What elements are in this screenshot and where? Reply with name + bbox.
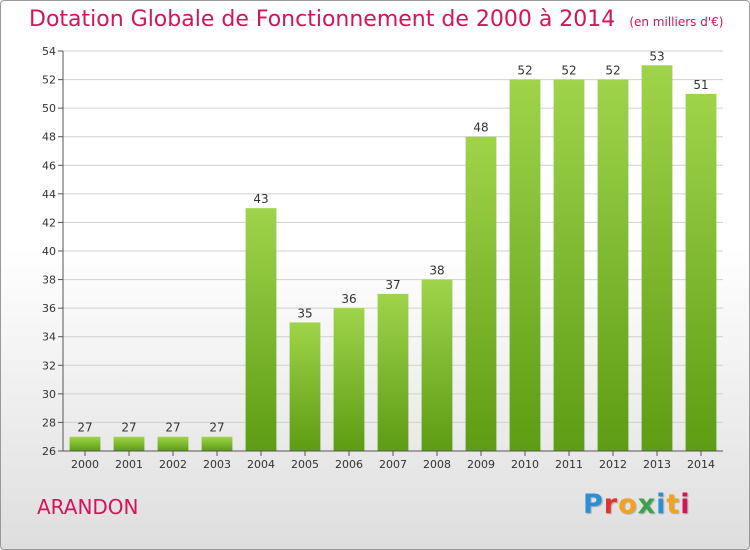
x-tick-label: 2008 bbox=[423, 458, 451, 471]
data-label: 52 bbox=[605, 64, 620, 78]
chart-title: Dotation Globale de Fonctionnement de 20… bbox=[29, 7, 723, 32]
bar bbox=[465, 136, 497, 451]
proxiti-logo: Proxiti bbox=[583, 489, 691, 520]
data-label: 51 bbox=[693, 78, 708, 92]
bar bbox=[509, 79, 541, 452]
x-tick-label: 2001 bbox=[115, 458, 143, 471]
bar bbox=[685, 93, 717, 451]
y-tick-label: 38 bbox=[42, 274, 56, 287]
x-tick-label: 2013 bbox=[643, 458, 671, 471]
unit-label: (en milliers d'€) bbox=[629, 15, 724, 29]
data-label: 52 bbox=[561, 64, 576, 78]
data-label: 27 bbox=[209, 421, 224, 435]
x-tick-label: 2004 bbox=[247, 458, 275, 471]
x-tick-label: 2014 bbox=[687, 458, 715, 471]
commune-name: ARANDON bbox=[37, 495, 139, 519]
y-tick-label: 40 bbox=[42, 245, 56, 258]
y-tick-label: 42 bbox=[42, 216, 56, 229]
x-tick-label: 2002 bbox=[159, 458, 187, 471]
y-tick-label: 50 bbox=[42, 102, 56, 115]
logo-letter: i bbox=[656, 489, 667, 520]
x-tick-label: 2005 bbox=[291, 458, 319, 471]
bar bbox=[113, 436, 145, 451]
x-tick-label: 2011 bbox=[555, 458, 583, 471]
bar bbox=[157, 436, 189, 451]
bar bbox=[201, 436, 233, 451]
data-label: 27 bbox=[77, 421, 92, 435]
bars: 27 27 27 27 43 35 36 37 38 48 52 52 52 53 51 bbox=[69, 49, 717, 452]
y-tick-label: 32 bbox=[42, 359, 56, 372]
logo-letter: i bbox=[680, 489, 691, 520]
data-label: 43 bbox=[253, 192, 268, 206]
y-tick-label: 26 bbox=[42, 445, 56, 458]
logo-letter: x bbox=[637, 489, 657, 520]
bar bbox=[553, 79, 585, 452]
data-label: 36 bbox=[341, 292, 356, 306]
title-text: Dotation Globale de Fonctionnement de 20… bbox=[29, 7, 616, 32]
logo-letter: P bbox=[583, 489, 604, 520]
x-tick-label: 2010 bbox=[511, 458, 539, 471]
bar bbox=[421, 279, 453, 451]
data-label: 35 bbox=[297, 306, 312, 320]
y-tick-label: 34 bbox=[42, 331, 56, 344]
y-tick-label: 44 bbox=[42, 188, 56, 201]
x-tick-label: 2012 bbox=[599, 458, 627, 471]
axes: 26 28 30 32 34 36 38 40 42 44 46 48 50 52 54 2000 2001 20… bbox=[42, 45, 723, 471]
y-tick-label: 30 bbox=[42, 388, 56, 401]
data-label: 52 bbox=[517, 64, 532, 78]
logo-letter: t bbox=[666, 489, 681, 520]
y-tick-label: 46 bbox=[42, 159, 56, 172]
logo-letter: r bbox=[603, 489, 619, 520]
x-tick-label: 2000 bbox=[71, 458, 99, 471]
y-tick-label: 52 bbox=[42, 74, 56, 87]
data-label: 53 bbox=[649, 49, 664, 63]
bar bbox=[245, 208, 277, 451]
y-tick-label: 48 bbox=[42, 131, 56, 144]
data-label: 37 bbox=[385, 278, 400, 292]
logo-letter: o bbox=[618, 489, 638, 520]
x-tick-label: 2009 bbox=[467, 458, 495, 471]
x-tick-label: 2007 bbox=[379, 458, 407, 471]
x-tick-label: 2006 bbox=[335, 458, 363, 471]
x-tick-label: 2003 bbox=[203, 458, 231, 471]
data-label: 48 bbox=[473, 121, 488, 135]
bar bbox=[69, 436, 101, 451]
bar bbox=[641, 65, 673, 452]
y-tick-label: 28 bbox=[42, 416, 56, 429]
data-label: 27 bbox=[165, 421, 180, 435]
data-label: 27 bbox=[121, 421, 136, 435]
data-label: 38 bbox=[429, 264, 444, 278]
bar bbox=[597, 79, 629, 452]
bar bbox=[377, 293, 409, 451]
bar bbox=[333, 308, 365, 451]
y-tick-label: 36 bbox=[42, 302, 56, 315]
bar bbox=[289, 322, 321, 451]
y-tick-label: 54 bbox=[42, 45, 56, 58]
